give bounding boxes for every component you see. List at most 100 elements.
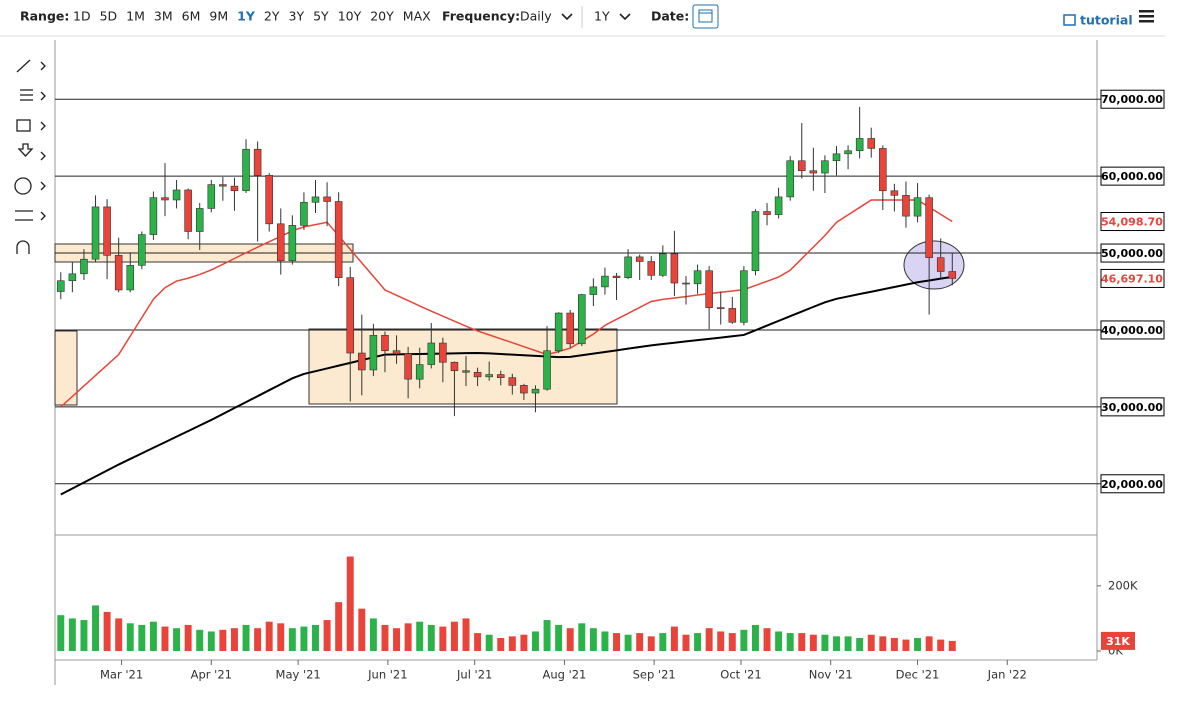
volume-bar <box>925 636 933 651</box>
candle-body <box>612 275 621 278</box>
y-tick-label: 40,000.00 <box>1101 324 1163 337</box>
volume-bar <box>277 623 285 651</box>
volume-bar <box>508 636 516 651</box>
volume-bar <box>809 634 817 651</box>
y-tick-label-box <box>1100 166 1165 186</box>
candle-body <box>439 342 447 363</box>
range-button[interactable]: 3M <box>154 9 173 24</box>
tutorial-link[interactable]: tutorial <box>1080 13 1133 28</box>
ma-price-label-box <box>1100 212 1165 232</box>
volume-bar <box>555 624 563 651</box>
volume-bar <box>717 631 725 651</box>
range-button[interactable]: 9M <box>209 9 228 24</box>
zone <box>54 330 78 406</box>
volume-last-box <box>1101 631 1135 650</box>
range-button[interactable]: 1D <box>73 9 91 24</box>
volume-bar <box>856 637 864 651</box>
volume-bar <box>670 626 678 651</box>
candle-body <box>809 170 818 174</box>
volume-bar <box>138 624 146 651</box>
volume-bar <box>173 628 181 651</box>
volume-bar <box>821 634 829 651</box>
period-select[interactable]: 1Y <box>594 9 610 24</box>
candle-body <box>242 148 250 192</box>
candle-body <box>91 206 100 260</box>
volume-bar <box>740 629 748 651</box>
candle-body <box>126 265 135 291</box>
candle-body <box>149 197 158 235</box>
range-button[interactable]: 20Y <box>370 9 394 24</box>
candle-body <box>184 189 192 232</box>
range-label: Range: <box>20 9 69 24</box>
volume-bar <box>323 620 331 651</box>
calendar-button[interactable] <box>692 4 719 29</box>
volume-bar <box>219 629 227 651</box>
volume-bar <box>682 634 690 651</box>
candle-body <box>381 335 389 352</box>
toolbar: Range: Frequency: Daily 1Y Date: tutoria… <box>0 4 1165 37</box>
volume-bar <box>694 633 702 651</box>
candle-body <box>520 385 528 394</box>
candle-body <box>334 201 343 278</box>
volume-bar <box>300 626 308 651</box>
fib-tool[interactable] <box>20 89 46 101</box>
candle-body <box>323 196 331 202</box>
arrow-tool[interactable] <box>17 143 46 161</box>
candle-body <box>427 342 436 365</box>
range-button[interactable]: 3Y <box>289 9 305 24</box>
y-tick-label-box <box>1100 474 1165 494</box>
volume-bar <box>196 629 204 651</box>
volume-bar <box>763 628 771 651</box>
range-button[interactable]: 10Y <box>338 9 362 24</box>
range-button[interactable]: 1Y <box>237 9 256 24</box>
candle-body <box>705 270 713 308</box>
candle-body <box>450 361 459 372</box>
volume-bar <box>80 620 88 651</box>
volume-bar <box>879 636 887 651</box>
note-tool[interactable] <box>14 177 46 195</box>
range-button[interactable]: 2Y <box>264 9 280 24</box>
candle-body <box>821 160 829 174</box>
candle-body <box>890 190 899 196</box>
volume-bar <box>230 628 238 651</box>
y-tick-label: 50,000.00 <box>1101 247 1163 260</box>
range-button[interactable]: 5Y <box>313 9 329 24</box>
x-tick-label: Jul '21 <box>456 668 492 682</box>
candle-body <box>879 148 887 192</box>
candle-body <box>682 282 690 285</box>
volume-bar <box>751 624 759 651</box>
candle-body <box>531 388 540 394</box>
frequency-label: Frequency: <box>442 9 520 24</box>
drawing-tools <box>14 59 46 254</box>
volume-bar <box>207 631 215 651</box>
measure-tool[interactable] <box>15 210 46 221</box>
range-button[interactable]: 6M <box>182 9 201 24</box>
range-button[interactable]: 1M <box>126 9 145 24</box>
volume-bar <box>184 624 192 651</box>
volume-bar <box>520 634 528 651</box>
volume-tick-label: 200K <box>1108 578 1138 592</box>
shape-tool[interactable] <box>16 119 46 132</box>
date-label: Date: <box>651 9 689 24</box>
y-tick-label: 60,000.00 <box>1101 170 1163 183</box>
volume-bar <box>126 623 134 651</box>
range-button[interactable]: 5D <box>100 9 118 24</box>
volume-bar <box>833 636 840 651</box>
candle-body <box>867 138 876 149</box>
volume-bar <box>474 633 482 651</box>
line-tool[interactable] <box>16 59 46 73</box>
frequency-select[interactable]: Daily <box>520 9 552 24</box>
y-tick-label-box <box>1100 320 1165 340</box>
volume-bar <box>844 636 852 651</box>
range-button[interactable]: MAX <box>403 9 431 24</box>
candle-body <box>496 374 505 378</box>
volume-bar <box>636 633 644 651</box>
volume-bar <box>369 618 377 651</box>
candle-body <box>138 234 146 266</box>
volume-bar <box>92 605 99 651</box>
candle-body <box>763 211 771 215</box>
volume-bar <box>705 628 713 651</box>
magnet-tool[interactable] <box>16 240 30 254</box>
candle-body <box>832 153 841 162</box>
menu-button[interactable] <box>1139 10 1154 23</box>
